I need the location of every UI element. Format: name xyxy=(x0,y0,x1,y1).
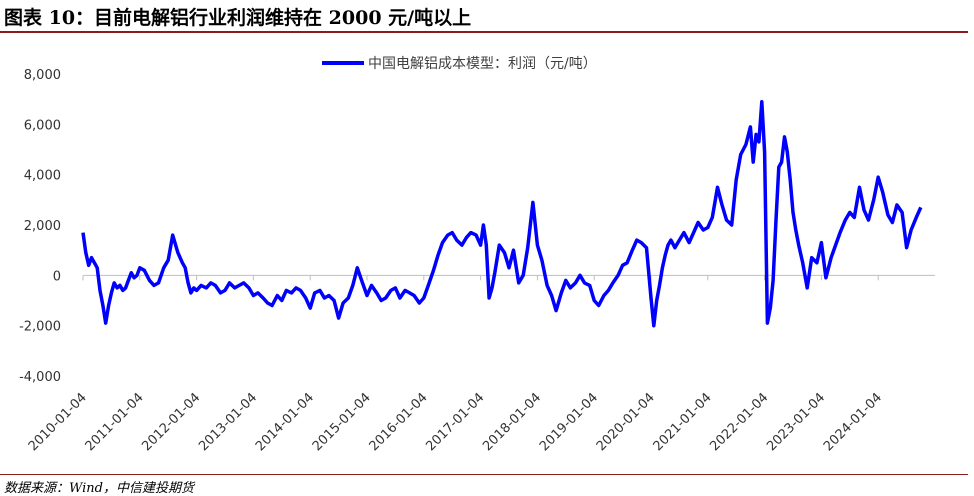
y-tick-label: 8,000 xyxy=(24,68,61,83)
x-tick-label: 2018-01-04 xyxy=(480,390,544,454)
y-tick-label: -2,000 xyxy=(19,320,61,335)
x-tick-label: 2017-01-04 xyxy=(423,390,487,454)
title-divider xyxy=(0,31,968,33)
x-tick-label: 2019-01-04 xyxy=(537,390,601,454)
source-note: 数据来源：Wind，中信建投期货 xyxy=(4,481,194,496)
y-axis-tick-labels: -4,000 -2,000 0 2,000 4,000 6,000 8,000 xyxy=(19,68,61,385)
x-tick-label: 2014-01-04 xyxy=(253,390,317,454)
y-tick-label: 2,000 xyxy=(24,219,61,234)
chart-title: 图表 10：目前电解铝行业利润维持在 2000 元/吨以上 xyxy=(4,7,472,29)
series-layer xyxy=(81,99,923,328)
x-tick-label: 2016-01-04 xyxy=(367,390,431,454)
y-tick-label: 6,000 xyxy=(24,118,61,133)
x-tick-label: 2024-01-04 xyxy=(821,390,885,454)
y-tick-label: 0 xyxy=(53,269,61,284)
y-tick-label: 4,000 xyxy=(24,169,61,184)
x-tick-label: 2012-01-04 xyxy=(139,390,203,454)
x-tick-label: 2022-01-04 xyxy=(707,390,771,454)
y-tick-label: -4,000 xyxy=(19,370,61,385)
series-line xyxy=(81,99,923,328)
legend-label: 中国电解铝成本模型：利润（元/吨） xyxy=(368,56,597,72)
x-axis: 2010-01-042011-01-042012-01-042013-01-04… xyxy=(26,274,935,454)
chart-title-bar: 图表 10：目前电解铝行业利润维持在 2000 元/吨以上 xyxy=(0,0,974,34)
x-tick-label: 2010-01-04 xyxy=(26,390,90,454)
x-tick-label: 2023-01-04 xyxy=(764,390,828,454)
legend: 中国电解铝成本模型：利润（元/吨） xyxy=(322,56,597,72)
x-tick-label: 2015-01-04 xyxy=(310,390,374,454)
footer-divider xyxy=(0,474,968,475)
x-tick-label: 2011-01-04 xyxy=(83,390,147,454)
x-tick-label: 2013-01-04 xyxy=(196,390,260,454)
chart-canvas: -4,000 -2,000 0 2,000 4,000 6,000 8,000 2010-0… xyxy=(19,56,935,454)
x-tick-label: 2021-01-04 xyxy=(651,390,715,454)
x-tick-label: 2020-01-04 xyxy=(594,390,658,454)
